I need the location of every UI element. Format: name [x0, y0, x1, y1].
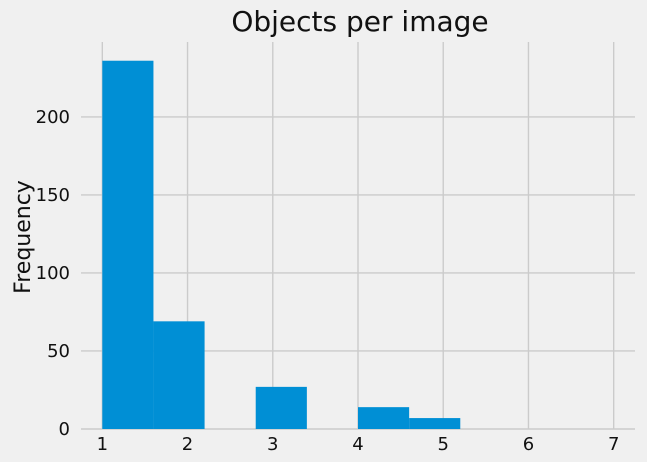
- histogram-bar: [358, 407, 410, 429]
- y-tick-label: 50: [47, 341, 70, 362]
- histogram-bar: [153, 321, 205, 429]
- y-tick-label: 0: [59, 419, 70, 440]
- histogram-bar: [102, 60, 154, 430]
- x-tick-label: 3: [267, 434, 278, 455]
- histogram-bar: [409, 418, 461, 429]
- x-tick-label: 5: [438, 434, 449, 455]
- y-tick-label: 200: [36, 107, 70, 128]
- y-axis-label: Frequency: [11, 180, 36, 294]
- x-tick-label: 2: [182, 434, 193, 455]
- chart-title: Objects per image: [231, 5, 488, 38]
- x-tick-label: 4: [352, 434, 363, 455]
- histogram-bar: [255, 386, 307, 429]
- tick-layer: 0 50 100 150 200 1 2 3 4 5 6 7: [36, 107, 620, 455]
- y-tick-label: 100: [36, 263, 70, 284]
- y-tick-label: 150: [36, 185, 70, 206]
- x-tick-label: 1: [97, 434, 108, 455]
- x-tick-label: 7: [608, 434, 619, 455]
- x-tick-label: 6: [523, 434, 534, 455]
- bar-layer: [102, 60, 461, 430]
